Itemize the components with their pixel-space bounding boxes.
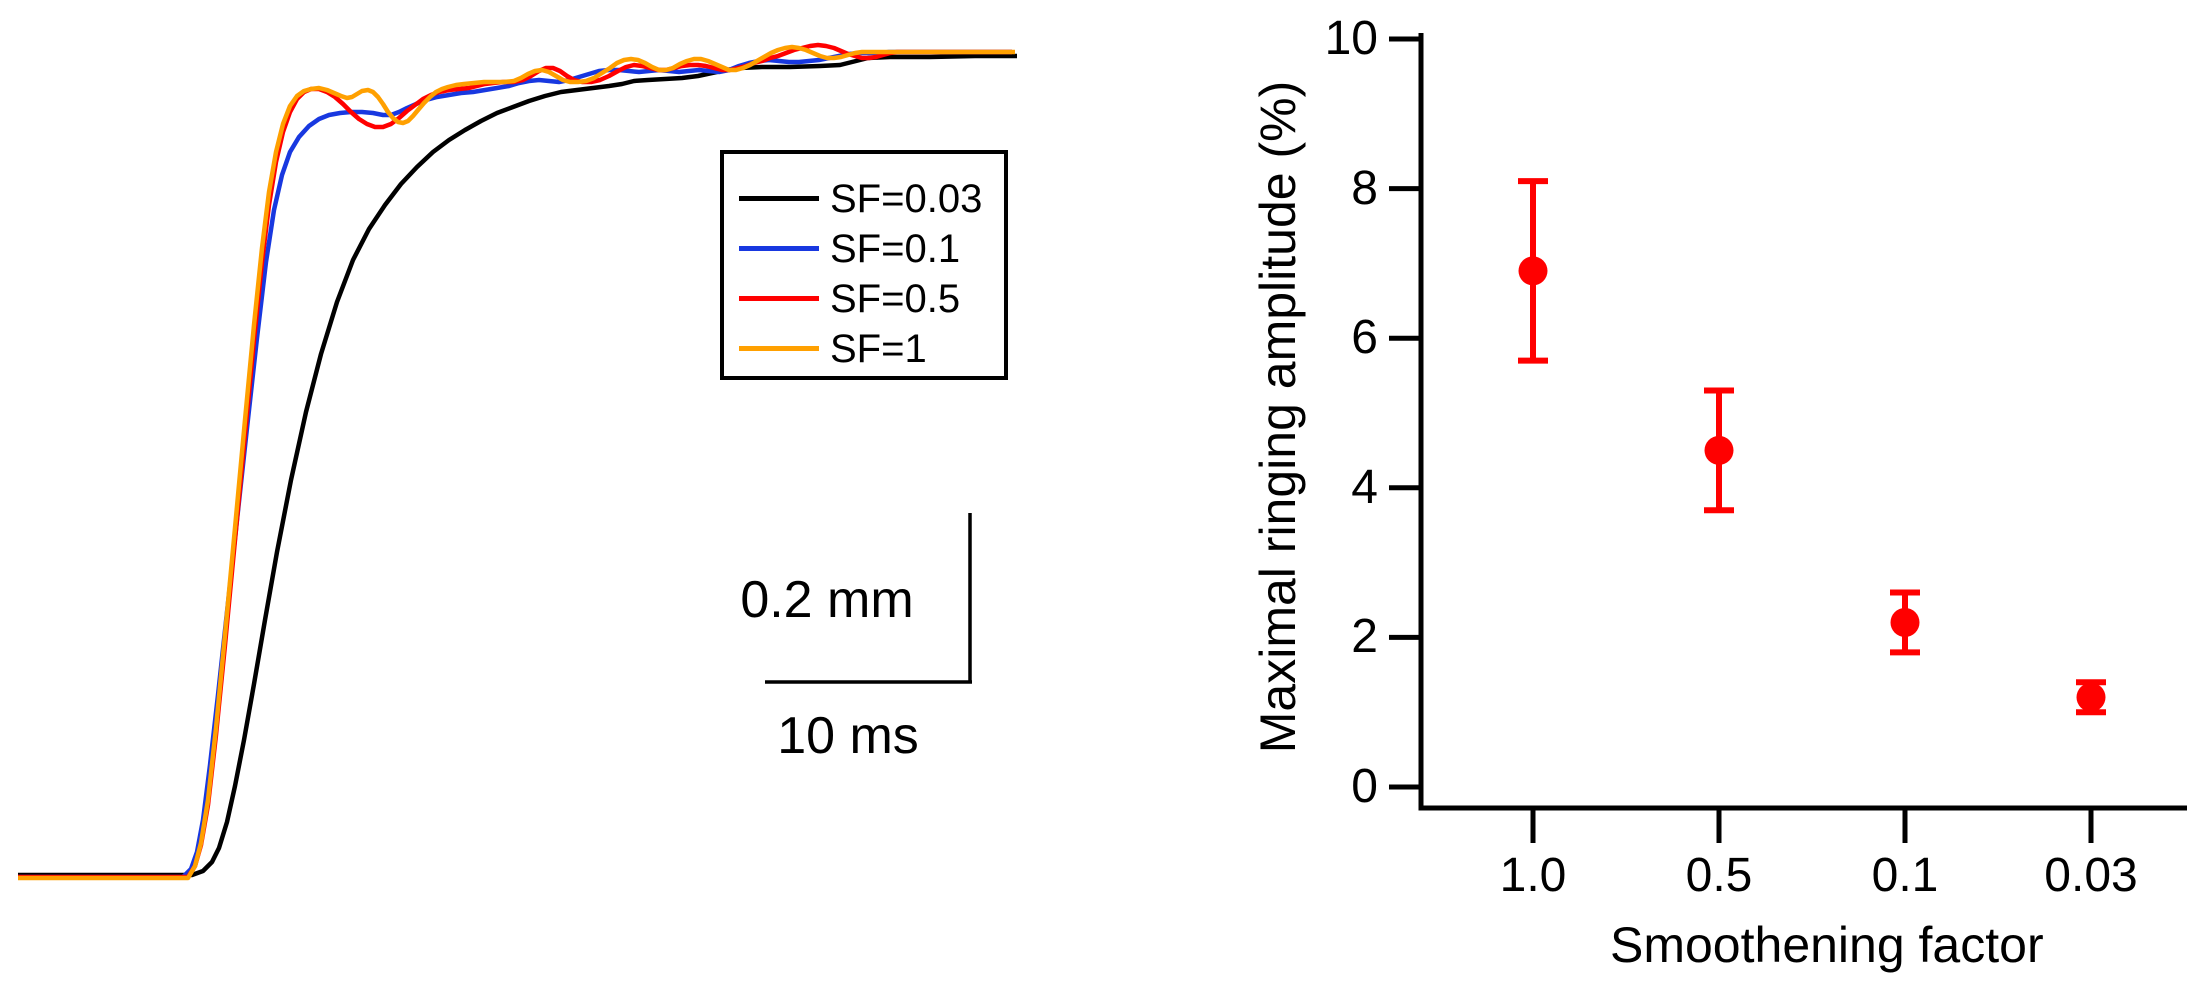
- traces-group: [18, 42, 1017, 881]
- legend-line-sample: [739, 296, 819, 301]
- ticks-group: [1389, 36, 2094, 843]
- scale-bar-y-label: 0.2 mm: [740, 571, 914, 629]
- legend-line-sample: [739, 346, 819, 351]
- data-point-sf-0.1: [1890, 589, 1920, 656]
- legend-row: SF=1: [724, 324, 1004, 374]
- scale-bar-x-label: 10 ms: [777, 707, 919, 765]
- legend-item-label: SF=0.03: [830, 177, 983, 221]
- x-axis-label: Smoothening factor: [1610, 917, 2044, 973]
- x-tick-label: 0.1: [1871, 849, 1939, 902]
- data-point-sf-1.0: [1518, 178, 1548, 364]
- legend-line-sample: [739, 196, 819, 201]
- x-tick-label: 1.0: [1499, 849, 1567, 902]
- data-marker: [1890, 607, 1920, 637]
- trace-sf-0-03: [18, 53, 1017, 878]
- legend-item-label: SF=0.1: [830, 227, 961, 271]
- legend-row: SF=0.1: [724, 224, 1004, 274]
- y-tick-label: 2: [1351, 610, 1378, 664]
- x-tick-label: 0.03: [2044, 849, 2138, 902]
- y-tick-label: 10: [1324, 12, 1378, 65]
- legend-item-label: SF=0.5: [830, 277, 961, 321]
- legend-line-sample: [739, 246, 819, 251]
- y-tick-label: 6: [1351, 311, 1378, 365]
- legend-item-label: SF=1: [830, 327, 927, 371]
- error-bar-points-group: [1518, 178, 2106, 716]
- y-tick-label: 4: [1351, 460, 1378, 514]
- y-tick-label: 0: [1351, 760, 1378, 813]
- y-tick-label: 8: [1351, 161, 1378, 215]
- trace-sf-1: [18, 44, 1015, 881]
- data-point-sf-0.5: [1704, 387, 1734, 514]
- scale-bar: [765, 513, 972, 684]
- data-marker: [2076, 682, 2106, 712]
- legend-row: SF=0.03: [724, 174, 1004, 224]
- x-tick-label: 0.5: [1685, 849, 1753, 902]
- data-marker: [1704, 435, 1734, 465]
- right-axes: [1418, 33, 2187, 811]
- trace-sf-0-1: [18, 49, 1012, 880]
- legend: SF=0.03 SF=0.1 SF=0.5 SF=1: [720, 150, 1008, 380]
- data-point-sf-0.03: [2076, 679, 2106, 716]
- data-marker: [1518, 256, 1548, 286]
- legend-row: SF=0.5: [724, 274, 1004, 324]
